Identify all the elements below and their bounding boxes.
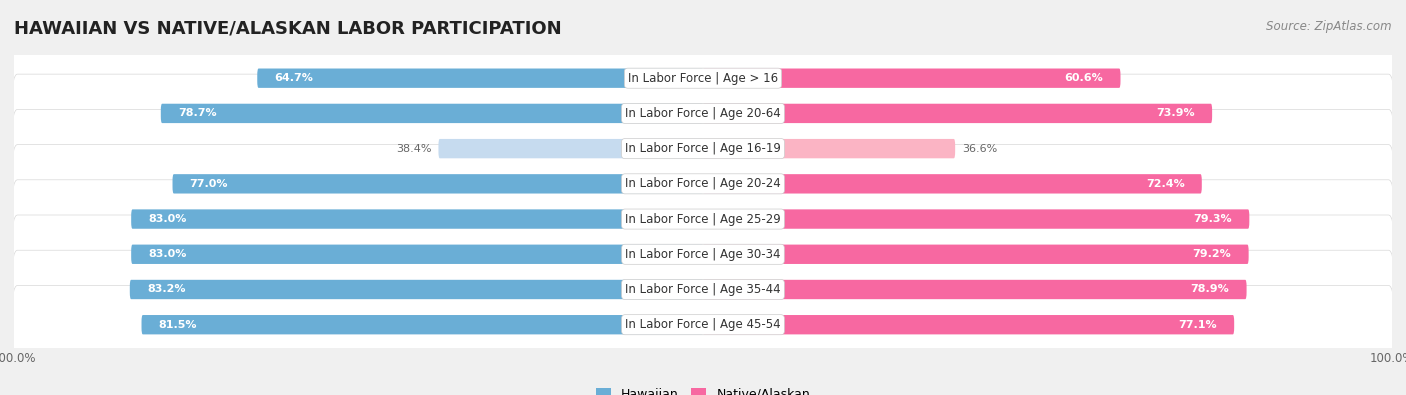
FancyBboxPatch shape — [142, 315, 703, 335]
FancyBboxPatch shape — [13, 109, 1393, 188]
FancyBboxPatch shape — [129, 280, 703, 299]
FancyBboxPatch shape — [13, 39, 1393, 117]
Text: 83.0%: 83.0% — [149, 249, 187, 259]
Text: In Labor Force | Age 16-19: In Labor Force | Age 16-19 — [626, 142, 780, 155]
Text: 38.4%: 38.4% — [396, 144, 432, 154]
Text: In Labor Force | Age 45-54: In Labor Force | Age 45-54 — [626, 318, 780, 331]
Text: In Labor Force | Age 30-34: In Labor Force | Age 30-34 — [626, 248, 780, 261]
Text: 83.2%: 83.2% — [148, 284, 186, 295]
FancyBboxPatch shape — [13, 250, 1393, 329]
Text: Source: ZipAtlas.com: Source: ZipAtlas.com — [1267, 20, 1392, 33]
FancyBboxPatch shape — [703, 139, 955, 158]
Text: In Labor Force | Age > 16: In Labor Force | Age > 16 — [628, 71, 778, 85]
FancyBboxPatch shape — [131, 209, 703, 229]
FancyBboxPatch shape — [703, 104, 1212, 123]
FancyBboxPatch shape — [160, 104, 703, 123]
FancyBboxPatch shape — [257, 68, 703, 88]
Text: 78.7%: 78.7% — [179, 108, 217, 118]
Text: 79.2%: 79.2% — [1192, 249, 1232, 259]
Text: In Labor Force | Age 20-64: In Labor Force | Age 20-64 — [626, 107, 780, 120]
Text: 78.9%: 78.9% — [1191, 284, 1229, 295]
Text: 36.6%: 36.6% — [962, 144, 997, 154]
Text: In Labor Force | Age 35-44: In Labor Force | Age 35-44 — [626, 283, 780, 296]
FancyBboxPatch shape — [439, 139, 703, 158]
FancyBboxPatch shape — [703, 209, 1250, 229]
Legend: Hawaiian, Native/Alaskan: Hawaiian, Native/Alaskan — [591, 383, 815, 395]
Text: 60.6%: 60.6% — [1064, 73, 1104, 83]
Text: HAWAIIAN VS NATIVE/ALASKAN LABOR PARTICIPATION: HAWAIIAN VS NATIVE/ALASKAN LABOR PARTICI… — [14, 20, 561, 38]
FancyBboxPatch shape — [703, 174, 1202, 194]
FancyBboxPatch shape — [703, 68, 1121, 88]
FancyBboxPatch shape — [13, 215, 1393, 293]
FancyBboxPatch shape — [703, 245, 1249, 264]
Text: 77.1%: 77.1% — [1178, 320, 1218, 330]
FancyBboxPatch shape — [13, 180, 1393, 258]
FancyBboxPatch shape — [703, 280, 1247, 299]
Text: In Labor Force | Age 25-29: In Labor Force | Age 25-29 — [626, 213, 780, 226]
FancyBboxPatch shape — [703, 315, 1234, 335]
FancyBboxPatch shape — [13, 145, 1393, 223]
FancyBboxPatch shape — [131, 245, 703, 264]
FancyBboxPatch shape — [173, 174, 703, 194]
Text: 81.5%: 81.5% — [159, 320, 197, 330]
FancyBboxPatch shape — [13, 286, 1393, 364]
FancyBboxPatch shape — [13, 74, 1393, 153]
Text: 73.9%: 73.9% — [1156, 108, 1195, 118]
Text: 79.3%: 79.3% — [1194, 214, 1232, 224]
Text: 83.0%: 83.0% — [149, 214, 187, 224]
Text: 72.4%: 72.4% — [1146, 179, 1185, 189]
Text: In Labor Force | Age 20-24: In Labor Force | Age 20-24 — [626, 177, 780, 190]
Text: 77.0%: 77.0% — [190, 179, 228, 189]
Text: 64.7%: 64.7% — [274, 73, 314, 83]
